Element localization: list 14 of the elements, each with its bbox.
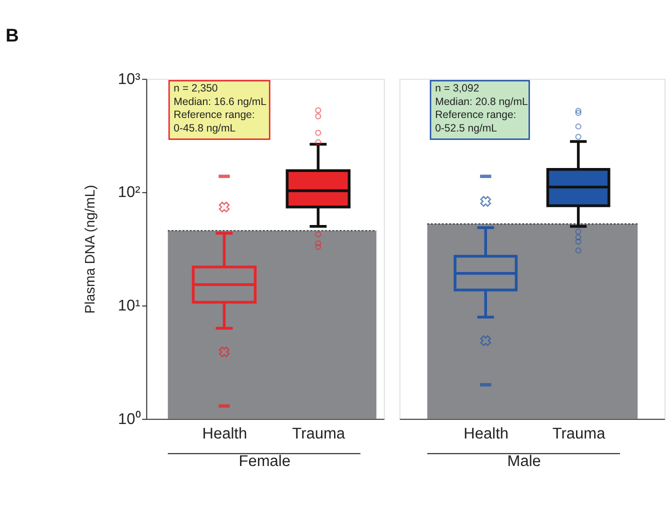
- y-tick-label: 10⁰: [118, 410, 142, 428]
- x-tick-label: Health: [464, 426, 509, 443]
- x-axis-title: Male: [507, 452, 541, 470]
- annotation: n = 2,350 Median: 16.6 ng/mL Reference range: 0-45.8 ng/mL: [174, 82, 267, 134]
- annotation: n = 3,092 Median: 20.8 ng/mL Reference range: 0-52.5 ng/mL: [435, 82, 528, 134]
- y-tick-label: 10³: [118, 70, 140, 88]
- y-axis-title: Plasma DNA (ng/mL): [82, 184, 98, 314]
- x-tick-label: Trauma: [292, 426, 346, 443]
- y-tick-label: 10²: [118, 184, 140, 202]
- chart-title: B: [6, 24, 19, 46]
- x-axis-title: Female: [238, 452, 290, 470]
- y-tick-label: 10¹: [118, 298, 140, 315]
- x-tick-label: Health: [202, 426, 248, 443]
- x-tick-label: Trauma: [552, 426, 606, 443]
